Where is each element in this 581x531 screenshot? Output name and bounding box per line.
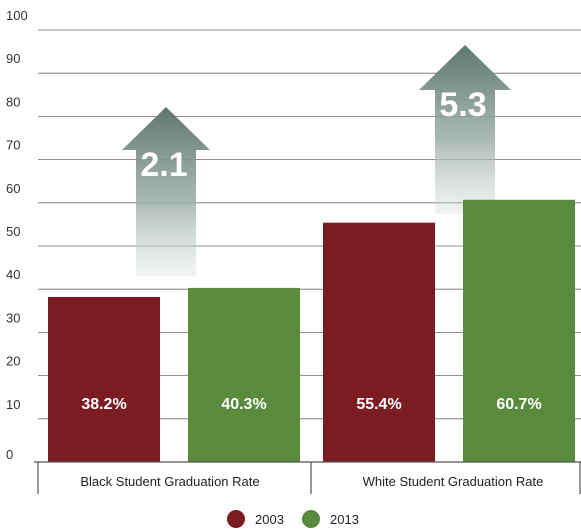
legend: 2003 2013 (227, 510, 359, 528)
y-tick-label: 30 (6, 310, 20, 325)
bar (323, 222, 435, 462)
y-tick-label: 0 (6, 447, 13, 462)
bar-value-label: 40.3% (221, 396, 266, 413)
x-axis: Black Student Graduation Rate White Stude… (34, 461, 581, 494)
bar-value-label: 55.4% (356, 396, 401, 413)
y-axis-tick-labels: 0 10 20 30 40 50 60 70 80 90 100 (6, 8, 28, 462)
y-tick-label: 60 (6, 181, 20, 196)
change-label: 2.1 (140, 146, 187, 184)
bars (48, 199, 575, 462)
y-tick-label: 80 (6, 94, 20, 109)
y-tick-label: 40 (6, 267, 20, 282)
bar (48, 296, 160, 462)
value-labels: 38.2% 40.3% 55.4% 60.7% (81, 396, 541, 413)
change-label: 5.3 (439, 86, 486, 124)
bar (463, 199, 575, 462)
y-tick-label: 10 (6, 397, 20, 412)
legend-label: 2013 (330, 512, 359, 527)
y-tick-label: 50 (6, 224, 20, 239)
y-tick-label: 100 (6, 8, 28, 23)
legend-swatch (302, 510, 320, 528)
y-tick-label: 90 (6, 51, 20, 66)
category-label: Black Student Graduation Rate (80, 474, 259, 489)
bar (188, 287, 300, 462)
change-arrows: 2.1 5.3 (122, 45, 511, 276)
up-arrow-icon (122, 107, 210, 276)
legend-label: 2003 (255, 512, 284, 527)
bar-value-label: 38.2% (81, 396, 126, 413)
y-tick-label: 20 (6, 354, 20, 369)
up-arrow-icon (419, 45, 511, 214)
y-tick-label: 70 (6, 138, 20, 153)
bar-value-label: 60.7% (496, 396, 541, 413)
legend-swatch (227, 510, 245, 528)
category-label: White Student Graduation Rate (363, 474, 544, 489)
